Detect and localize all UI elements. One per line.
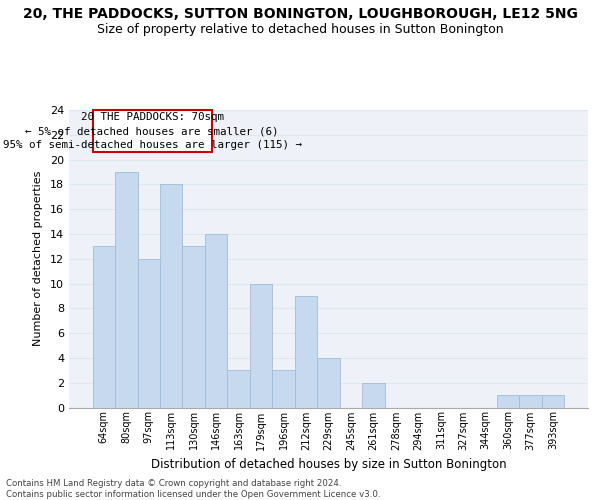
Bar: [182, 246, 205, 408]
Text: Size of property relative to detached houses in Sutton Bonington: Size of property relative to detached ho…: [97, 22, 503, 36]
Bar: [362, 382, 385, 407]
Bar: [205, 234, 227, 408]
Bar: [160, 184, 182, 408]
Bar: [317, 358, 340, 408]
Text: Contains public sector information licensed under the Open Government Licence v3: Contains public sector information licen…: [6, 490, 380, 499]
Bar: [250, 284, 272, 408]
Bar: [295, 296, 317, 408]
Text: 20, THE PADDOCKS, SUTTON BONINGTON, LOUGHBOROUGH, LE12 5NG: 20, THE PADDOCKS, SUTTON BONINGTON, LOUG…: [23, 8, 577, 22]
FancyBboxPatch shape: [92, 110, 212, 152]
X-axis label: Distribution of detached houses by size in Sutton Bonington: Distribution of detached houses by size …: [151, 458, 506, 471]
Bar: [542, 395, 565, 407]
Y-axis label: Number of detached properties: Number of detached properties: [33, 171, 43, 346]
Text: Contains HM Land Registry data © Crown copyright and database right 2024.: Contains HM Land Registry data © Crown c…: [6, 478, 341, 488]
Bar: [272, 370, 295, 408]
Bar: [497, 395, 520, 407]
Bar: [520, 395, 542, 407]
Bar: [92, 246, 115, 408]
Bar: [115, 172, 137, 408]
Bar: [137, 259, 160, 408]
Bar: [227, 370, 250, 408]
Text: 20 THE PADDOCKS: 70sqm
← 5% of detached houses are smaller (6)
95% of semi-detac: 20 THE PADDOCKS: 70sqm ← 5% of detached …: [2, 112, 302, 150]
